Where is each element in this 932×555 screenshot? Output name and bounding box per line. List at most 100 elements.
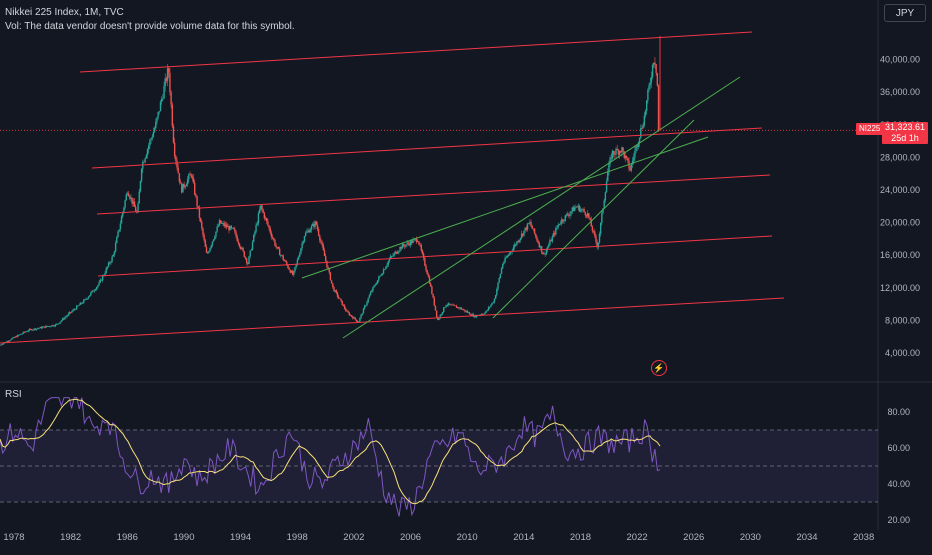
- candle-body: [110, 261, 112, 264]
- symbol-tag: NI225: [856, 123, 884, 135]
- candle-body: [630, 164, 633, 171]
- candle-body: [506, 255, 509, 258]
- candle-body: [183, 183, 185, 188]
- candle-body: [378, 276, 380, 281]
- candle-body: [597, 242, 600, 248]
- candle-body: [598, 233, 601, 243]
- candle-body: [407, 242, 410, 244]
- candle-body: [133, 201, 136, 208]
- candle-body: [275, 245, 277, 248]
- candle-body: [120, 216, 123, 224]
- candle-body: [168, 68, 170, 73]
- candle-body: [654, 62, 656, 65]
- candle-body: [152, 131, 155, 138]
- candle-body: [225, 224, 228, 228]
- candle-body: [595, 235, 597, 242]
- candle-body: [139, 180, 142, 192]
- candle-body: [52, 325, 54, 327]
- candle-body: [273, 238, 275, 241]
- candle-body: [634, 151, 636, 158]
- candle-body: [527, 223, 530, 225]
- candle-body: [71, 311, 73, 313]
- time-axis[interactable]: 1978 1982 1986 1990 1994 1998 2002 2006 2010 2014…: [3, 532, 874, 543]
- candle-body: [224, 224, 227, 227]
- price-tick-label: 12,000.00: [880, 283, 920, 293]
- candle-body: [466, 311, 469, 313]
- candle-body: [191, 176, 194, 179]
- candle-body: [641, 128, 643, 129]
- candle-body: [70, 312, 72, 313]
- candle-body: [354, 317, 356, 320]
- candle-body: [306, 231, 308, 233]
- bar-countdown: 25d 1h: [891, 133, 919, 143]
- currency-button[interactable]: JPY: [884, 4, 926, 22]
- candle-body: [503, 262, 505, 264]
- candle-body: [602, 208, 604, 214]
- candle-body: [283, 259, 286, 261]
- candle-body: [11, 338, 13, 340]
- candle-body: [570, 211, 572, 214]
- candle-body: [510, 251, 512, 253]
- candle-body: [286, 261, 288, 265]
- candle-body: [542, 252, 544, 255]
- candle-body: [281, 255, 283, 256]
- candle-body: [452, 304, 454, 306]
- candle-body: [376, 280, 379, 284]
- candle-body: [243, 251, 245, 257]
- flash-icon[interactable]: ⚡: [651, 360, 667, 376]
- time-tick-label: 2022: [627, 532, 648, 543]
- candle-body: [608, 163, 610, 173]
- candle-body: [618, 151, 621, 155]
- candle-body: [301, 243, 303, 249]
- candle-body: [352, 316, 354, 319]
- candle-body: [64, 317, 66, 320]
- candle-body: [369, 292, 372, 296]
- price-tick-label: 24,000.00: [880, 185, 920, 195]
- candle-body: [234, 229, 236, 232]
- drawn-trendlines[interactable]: [0, 31, 785, 344]
- candle-body: [643, 115, 646, 126]
- candle-body: [504, 257, 506, 263]
- rsi-axis[interactable]: 80.00 60.00 40.00 20.00: [887, 407, 910, 525]
- candle-body: [282, 255, 284, 260]
- candle-body: [552, 233, 555, 237]
- candle-body: [599, 222, 602, 234]
- candle-body: [308, 230, 310, 233]
- candle-body: [312, 223, 314, 226]
- candle-body: [90, 292, 92, 296]
- candle-body: [86, 298, 89, 300]
- candle-body: [135, 207, 137, 212]
- candle-body: [529, 222, 531, 224]
- candle-body: [278, 248, 281, 256]
- candle-body: [420, 245, 422, 251]
- candle-body: [48, 326, 51, 327]
- candle-body: [543, 253, 545, 255]
- candle-body: [126, 193, 129, 195]
- candle-body: [28, 329, 31, 331]
- candle-body: [446, 305, 448, 306]
- candle-body: [339, 298, 341, 300]
- candle-body: [548, 244, 550, 248]
- chart-title[interactable]: Nikkei 225 Index, 1M, TVC: [5, 7, 124, 18]
- candle-body: [317, 229, 320, 236]
- candle-body: [33, 328, 35, 330]
- candle-body: [68, 312, 71, 314]
- candle-body: [293, 271, 295, 275]
- candle-body: [299, 253, 301, 257]
- time-tick-label: 2002: [343, 532, 364, 543]
- rsi-label[interactable]: RSI: [5, 389, 22, 400]
- candle-body: [648, 85, 650, 90]
- candle-body: [347, 311, 349, 313]
- candle-body: [585, 215, 588, 217]
- candle-body: [622, 147, 624, 152]
- candle-body: [499, 273, 502, 279]
- candle-body: [507, 254, 510, 256]
- candle-body: [525, 227, 528, 230]
- candle-body: [382, 269, 385, 274]
- price-tick-label: 8,000.00: [885, 315, 920, 325]
- candle-body: [380, 275, 382, 276]
- candle-body: [433, 297, 435, 306]
- candle-body: [363, 305, 366, 309]
